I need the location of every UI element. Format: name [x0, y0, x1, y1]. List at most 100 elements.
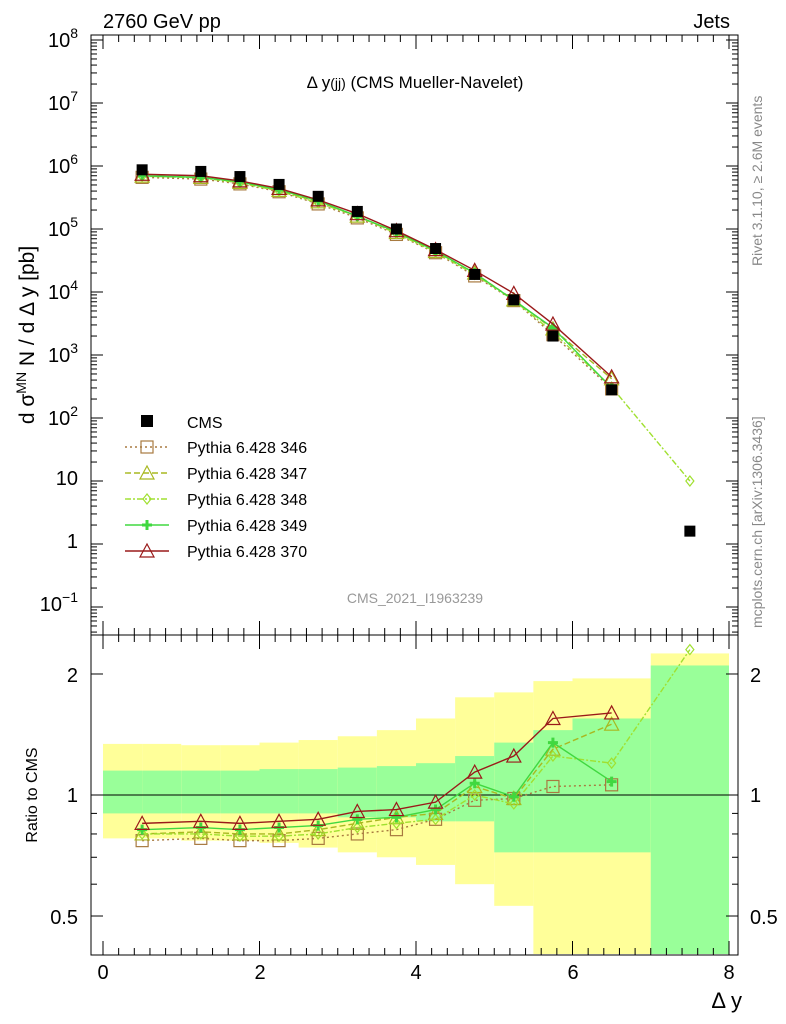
band-inner: [220, 770, 260, 814]
ratio-series-point: [352, 814, 363, 825]
x-tick-label: 8: [723, 962, 734, 984]
cms-data-point: [312, 190, 324, 202]
ratio-series-point: [603, 704, 620, 720]
ratio-series-point: [469, 778, 480, 789]
ratio-series-point: [231, 815, 248, 830]
y-tick-label: 104: [48, 277, 78, 304]
band-inner: [142, 770, 182, 814]
y-tick-label: 10−1: [40, 589, 78, 616]
series-line: [142, 175, 613, 380]
ratio-series-point: [544, 740, 561, 756]
ratio-series-point: [310, 821, 327, 837]
ratio-series-point: [606, 776, 617, 787]
legend-label: Pythia 6.428 349: [187, 518, 307, 535]
ratio-series-point: [192, 813, 209, 828]
ratio-tick-label-right: 2: [750, 665, 761, 687]
y-tick-label: 106: [48, 151, 78, 178]
legend-marker: [142, 493, 152, 505]
legend-label: Pythia 6.428 346: [187, 440, 307, 457]
band-inner: [259, 769, 299, 814]
ratio-series-point: [271, 825, 288, 841]
x-axis-label: Δ y: [711, 988, 742, 1013]
legend-cms-marker: [141, 415, 153, 427]
ratio-series-point: [430, 813, 441, 826]
legend: CMS Pythia 6.428 346 Pythia 6.428 347 Pythi…: [125, 415, 307, 561]
ratio-series-point: [606, 757, 617, 770]
legend-label: Pythia 6.428 347: [187, 466, 307, 483]
band-inner: [181, 770, 221, 814]
ratio-series-point: [469, 789, 480, 801]
cms-data-point: [508, 294, 520, 306]
cms-data-point: [136, 164, 148, 176]
x-tick-label: 0: [97, 962, 108, 984]
ratio-series-layer: [134, 643, 695, 848]
ratio-tick-label-right: 0.5: [750, 907, 778, 929]
mcplots-label: mcplots.cern.ch [arXiv:1306.3436]: [749, 416, 765, 628]
ratio-series-point: [391, 812, 402, 823]
cms-data-point: [684, 525, 696, 537]
ratio-series-point: [349, 803, 366, 819]
y-tick-label: 108: [48, 25, 78, 52]
series-line: [142, 176, 613, 390]
cms-data-point: [547, 330, 559, 342]
legend-label: CMS: [187, 415, 223, 432]
cms-data-point: [390, 223, 402, 235]
ratio-series-point: [547, 737, 558, 748]
x-tick-label: 2: [254, 962, 265, 984]
cms-data-point: [351, 205, 363, 217]
series-line: [142, 175, 613, 389]
ratio-tick-label: 0.5: [50, 907, 78, 929]
y-tick-label: 103: [48, 340, 78, 367]
cms-data-point: [273, 178, 285, 190]
ratio-series-line: [142, 723, 612, 835]
x-tick-label: 4: [410, 962, 421, 984]
y-axis-label: d σMN N / d Δ y [pb]: [13, 246, 39, 424]
ratio-tick-label: 1: [67, 785, 78, 807]
legend-label: Pythia 6.428 348: [187, 492, 307, 509]
ratio-tick-label: 2: [67, 665, 78, 687]
legend-marker: [142, 520, 152, 530]
ratio-series-point: [271, 813, 288, 828]
y-tick-labels: 108 107 106 105 104 103 102 10 1 10−1: [40, 25, 78, 616]
ratio-series-point: [391, 817, 402, 830]
y-tick-label: 107: [48, 88, 78, 115]
ratio-series-point: [508, 791, 519, 802]
ratio-series-point: [134, 815, 151, 830]
ratio-tick-labels: 2 1 0.5 2 1 0.5: [50, 665, 778, 929]
ratio-series-point: [546, 779, 560, 794]
x-tick-label: 6: [567, 962, 578, 984]
x-tick-labels: 0 2 4 6 8: [97, 962, 734, 984]
ratio-series-point: [352, 821, 363, 834]
series-line: [142, 173, 613, 378]
series-layer: [134, 165, 695, 487]
ratio-series-line: [142, 712, 612, 825]
ratio-tick-label-right: 1: [750, 785, 761, 807]
ratio-series-point: [548, 750, 558, 763]
y-tick-label: 105: [48, 214, 78, 241]
ratio-series-point: [349, 815, 366, 830]
header-energy-label: 2760 GeV pp: [103, 11, 221, 33]
y-tick-label: 102: [48, 403, 78, 430]
cms-data-point: [430, 243, 442, 255]
ratio-series-point: [430, 804, 441, 815]
series-point: [685, 475, 695, 487]
cms-data-point: [606, 384, 618, 396]
series-line: [142, 175, 691, 482]
ratio-series-point: [685, 643, 695, 656]
band-inner: [650, 665, 729, 954]
band-inner: [376, 766, 416, 818]
ratio-series-point: [350, 827, 364, 841]
ratio-series-point: [505, 747, 522, 763]
cms-data-point: [195, 165, 207, 177]
header-process-label: Jets: [693, 11, 730, 33]
band-inner: [337, 767, 377, 818]
ratio-series-point: [388, 801, 405, 817]
ratio-y-axis-label: Ratio to CMS: [24, 747, 41, 842]
band-inner: [298, 769, 338, 814]
band-inner: [103, 770, 143, 814]
cms-data-point: [234, 171, 246, 183]
ratio-series-point: [310, 811, 327, 826]
series-point: [603, 368, 620, 384]
cms-data-layer: [136, 164, 696, 537]
